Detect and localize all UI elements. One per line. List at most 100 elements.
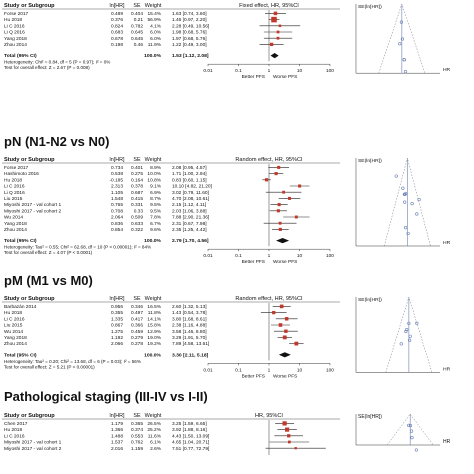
study-lnhr: -0.185 — [109, 177, 123, 183]
study-name: Li Q 2016 — [4, 190, 25, 196]
study-name: Li C 2016 — [4, 433, 25, 439]
funnel-y-axis-label: SE(ln[HR]) — [358, 4, 382, 10]
study-hr-ci: 1.63 [0.74, 3.60] — [172, 11, 207, 17]
study-lnhr: 1.335 — [111, 316, 123, 322]
study-se: 0.365 — [131, 421, 143, 427]
forest-plot-svg: Study or Subgroup ln[HR] SE Weight Random ef… — [2, 157, 451, 265]
study-weight: 56.9% — [147, 17, 161, 23]
study-name: Zhou 2014 — [4, 227, 27, 233]
study-hr-ci: 2.28 [0.49, 10.56] — [172, 23, 209, 29]
funnel-study-point — [401, 186, 405, 190]
effect-header: Random effect, HR, 95%CI — [235, 296, 303, 302]
axis-tick-label: 10 — [297, 68, 303, 74]
axis-tick-label: 0.01 — [203, 367, 213, 373]
point-estimate-square — [278, 221, 282, 225]
funnel-study-point — [399, 20, 404, 24]
study-hr-ci: 1.97 [0.68, 5.76] — [172, 36, 207, 42]
study-hr-ci: 1.22 [0.49, 3.00] — [172, 42, 207, 48]
study-lnhr: 2.016 — [111, 446, 123, 452]
study-name: Liu 2015 — [4, 323, 23, 329]
study-hr-ci: 1.71 [1.00, 2.94] — [172, 171, 207, 177]
column-header-se: SE — [133, 296, 141, 302]
study-name: Yang 2018 — [4, 221, 27, 227]
funnel-study-point — [407, 321, 411, 325]
point-estimate-square — [282, 421, 287, 426]
study-se: 0.275 — [131, 171, 143, 177]
funnel-study-point — [407, 423, 411, 427]
study-weight: 14.1% — [147, 316, 161, 322]
study-weight: 6.0% — [150, 36, 162, 42]
column-header-lnhr: ln[HR] — [110, 413, 125, 419]
study-hr-ci: 4.70 [2.08, 10.61] — [172, 196, 209, 202]
study-hr-ci: 3.25 [1.59, 6.65] — [172, 421, 207, 427]
axis-tick-label: 10 — [297, 253, 303, 259]
column-header-lnhr: ln[HR] — [110, 296, 125, 302]
study-name: Hu 2018 — [4, 17, 22, 23]
pooled-diamond — [278, 352, 291, 358]
point-estimate-square — [271, 16, 277, 23]
study-lnhr: 1.105 — [111, 190, 123, 196]
study-se: 0.497 — [131, 310, 143, 316]
study-name: Li C 2016 — [4, 23, 25, 29]
study-se: 0.21 — [134, 17, 144, 23]
study-weight: 15.8% — [147, 323, 161, 329]
study-se: 0.378 — [131, 184, 143, 190]
axis-tick-label: 1 — [268, 367, 271, 373]
study-hr-ci: 4.43 [1.50, 13.09] — [172, 433, 209, 439]
study-name: Yang 2018 — [4, 36, 27, 42]
funnel-study-point — [408, 338, 412, 342]
funnel-study-point — [400, 37, 405, 41]
funnel-y-axis-label: SE(ln[HR]) — [358, 297, 382, 303]
point-estimate-square — [285, 427, 290, 432]
study-weight: 8.9% — [150, 165, 162, 171]
study-lnhr: 0.683 — [111, 30, 123, 36]
total-label: Total (95% CI) — [4, 352, 37, 358]
heterogeneity-stats: Heterogeneity: Tau² = 0.55; Chi² = 62.68… — [4, 245, 151, 250]
column-header-study: Study or Subgroup — [4, 3, 55, 9]
study-lnhr: 0.836 — [111, 221, 123, 227]
study-se: 0.645 — [131, 30, 143, 36]
total-weight: 100.0% — [144, 53, 161, 59]
column-header-lnhr: ln[HR] — [110, 3, 125, 9]
study-se: 0.633 — [131, 221, 143, 227]
study-weight: 8.7% — [150, 196, 162, 202]
study-lnhr: 2.313 — [111, 184, 123, 190]
funnel-study-point — [406, 231, 410, 236]
study-hr-ci: 3.02 [0.79, 11.60] — [172, 190, 209, 196]
study-lnhr: 0.489 — [111, 11, 123, 17]
study-lnhr: 0.824 — [111, 23, 123, 29]
study-se: 0.762 — [131, 440, 143, 446]
heterogeneity-stats: Heterogeneity: Chi² = 0.84, df = 5 (P = … — [4, 60, 110, 65]
study-weight: 6.9% — [150, 190, 162, 196]
point-estimate-square — [274, 172, 278, 176]
column-header-weight: Weight — [145, 296, 162, 302]
study-weight: 6.1% — [150, 440, 162, 446]
axis-tick-label: 1 — [268, 68, 271, 74]
funnel-study-point — [417, 197, 421, 202]
study-name: Barbazán 2014 — [4, 304, 37, 310]
study-name: Miyoshi 2017 - val cohort 2 — [4, 208, 61, 214]
study-weight: 11.6% — [148, 433, 162, 439]
panel-title: pM (M1 vs M0) — [4, 273, 93, 288]
funnel-study-point — [408, 423, 413, 428]
study-name: Hu 2018 — [4, 177, 22, 183]
total-label: Total (95% CI) — [4, 238, 37, 244]
column-header-weight: Weight — [145, 3, 162, 9]
favours-left-label: Better PFS — [242, 373, 265, 379]
study-hr-ci: 4.65 [1.04, 20.71] — [172, 440, 209, 446]
study-se: 0.782 — [131, 23, 143, 29]
study-se: 0.415 — [131, 196, 143, 202]
study-se: 0.322 — [131, 227, 143, 233]
point-estimate-square — [298, 184, 302, 188]
study-name: Li Q 2016 — [4, 30, 25, 36]
study-hr-ci: 2.38 [1.16, 4.88] — [172, 323, 207, 329]
point-estimate-square — [287, 196, 292, 200]
study-hr-ci: 2.60 [1.32, 5.13] — [172, 304, 207, 310]
study-lnhr: 1.275 — [111, 329, 123, 335]
favours-right-label: Worse PFS — [273, 259, 297, 265]
point-estimate-square — [264, 178, 269, 182]
study-weight: 6.0% — [150, 30, 162, 36]
point-estimate-square — [277, 203, 281, 207]
funnel-x-axis-label: HR — [443, 366, 451, 372]
